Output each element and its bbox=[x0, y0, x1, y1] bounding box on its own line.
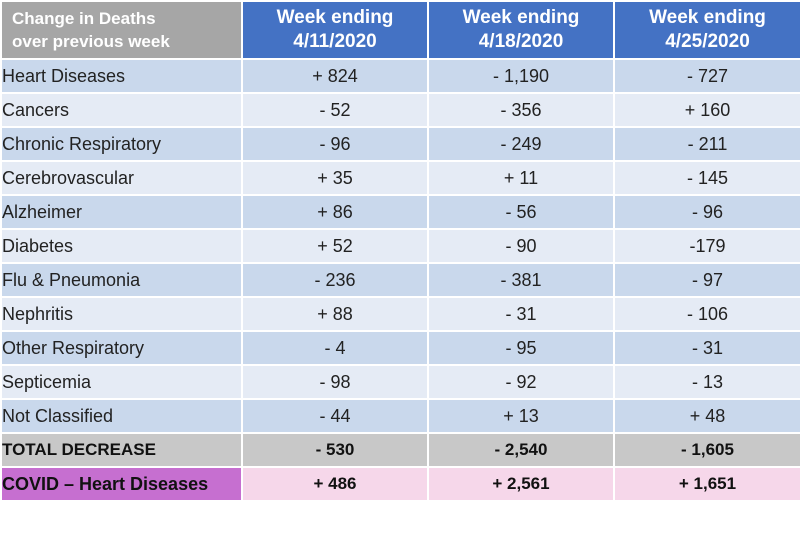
value-cell: + 13 bbox=[427, 398, 615, 434]
value-cell: - 4 bbox=[241, 330, 429, 366]
value-cell: - 92 bbox=[427, 364, 615, 400]
corner-header-line2: over previous week bbox=[12, 32, 170, 51]
deaths-change-table: Change in Deaths over previous week Week… bbox=[0, 0, 800, 502]
week-header-label: Week ending bbox=[276, 7, 394, 28]
value-cell: + 160 bbox=[613, 92, 800, 128]
category-cell: Not Classified bbox=[0, 398, 243, 434]
category-cell: Cancers bbox=[0, 92, 243, 128]
value-cell: - 31 bbox=[427, 296, 615, 332]
value-cell: -179 bbox=[613, 228, 800, 264]
covid-heart-row: COVID – Heart Diseases + 486 + 2,561 + 1… bbox=[0, 466, 800, 502]
covid-value: + 1,651 bbox=[613, 466, 800, 502]
table-row: Septicemia - 98 - 92 - 13 bbox=[0, 364, 800, 400]
value-cell: - 727 bbox=[613, 58, 800, 94]
table-row: Nephritis + 88 - 31 - 106 bbox=[0, 296, 800, 332]
corner-header: Change in Deaths over previous week bbox=[0, 0, 243, 60]
value-cell: - 236 bbox=[241, 262, 429, 298]
value-cell: - 106 bbox=[613, 296, 800, 332]
week-header-label: Week ending bbox=[649, 7, 766, 28]
week-header-date: 4/25/2020 bbox=[665, 31, 750, 52]
value-cell: - 31 bbox=[613, 330, 800, 366]
value-cell: - 98 bbox=[241, 364, 429, 400]
category-cell: Heart Diseases bbox=[0, 58, 243, 94]
table-row: Cancers - 52 - 356 + 160 bbox=[0, 92, 800, 128]
category-cell: Flu & Pneumonia bbox=[0, 262, 243, 298]
covid-value: + 486 bbox=[241, 466, 429, 502]
value-cell: - 13 bbox=[613, 364, 800, 400]
value-cell: - 56 bbox=[427, 194, 615, 230]
table-row: Not Classified - 44 + 13 + 48 bbox=[0, 398, 800, 434]
table-row: Diabetes + 52 - 90 -179 bbox=[0, 228, 800, 264]
value-cell: + 88 bbox=[241, 296, 429, 332]
value-cell: - 95 bbox=[427, 330, 615, 366]
header-row: Change in Deaths over previous week Week… bbox=[0, 0, 800, 60]
value-cell: + 86 bbox=[241, 194, 429, 230]
total-value: - 2,540 bbox=[427, 432, 615, 468]
value-cell: - 44 bbox=[241, 398, 429, 434]
table-row: Heart Diseases + 824 - 1,190 - 727 bbox=[0, 58, 800, 94]
value-cell: + 48 bbox=[613, 398, 800, 434]
covid-label: COVID – Heart Diseases bbox=[0, 466, 243, 502]
category-cell: Chronic Respiratory bbox=[0, 126, 243, 162]
table-row: Flu & Pneumonia - 236 - 381 - 97 bbox=[0, 262, 800, 298]
category-cell: Nephritis bbox=[0, 296, 243, 332]
value-cell: - 96 bbox=[241, 126, 429, 162]
value-cell: - 145 bbox=[613, 160, 800, 196]
week-header-date: 4/11/2020 bbox=[293, 31, 377, 52]
category-cell: Other Respiratory bbox=[0, 330, 243, 366]
table-row: Cerebrovascular + 35 + 11 - 145 bbox=[0, 160, 800, 196]
total-value: - 1,605 bbox=[613, 432, 800, 468]
total-label: TOTAL DECREASE bbox=[0, 432, 243, 468]
table-row: Alzheimer + 86 - 56 - 96 bbox=[0, 194, 800, 230]
week-header-date: 4/18/2020 bbox=[478, 31, 564, 52]
value-cell: + 824 bbox=[241, 58, 429, 94]
value-cell: - 97 bbox=[613, 262, 800, 298]
week-header-3: Week ending 4/25/2020 bbox=[613, 0, 800, 60]
value-cell: - 1,190 bbox=[427, 58, 615, 94]
week-header-label: Week ending bbox=[462, 7, 580, 28]
value-cell: - 90 bbox=[427, 228, 615, 264]
value-cell: - 381 bbox=[427, 262, 615, 298]
category-cell: Septicemia bbox=[0, 364, 243, 400]
week-header-2: Week ending 4/18/2020 bbox=[427, 0, 615, 60]
value-cell: + 35 bbox=[241, 160, 429, 196]
category-cell: Cerebrovascular bbox=[0, 160, 243, 196]
table-row: Other Respiratory - 4 - 95 - 31 bbox=[0, 330, 800, 366]
value-cell: - 249 bbox=[427, 126, 615, 162]
category-cell: Alzheimer bbox=[0, 194, 243, 230]
covid-value: + 2,561 bbox=[427, 466, 615, 502]
value-cell: + 11 bbox=[427, 160, 615, 196]
week-header-1: Week ending 4/11/2020 bbox=[241, 0, 429, 60]
table-row: Chronic Respiratory - 96 - 249 - 211 bbox=[0, 126, 800, 162]
value-cell: - 211 bbox=[613, 126, 800, 162]
category-cell: Diabetes bbox=[0, 228, 243, 264]
value-cell: - 356 bbox=[427, 92, 615, 128]
value-cell: - 96 bbox=[613, 194, 800, 230]
value-cell: - 52 bbox=[241, 92, 429, 128]
total-decrease-row: TOTAL DECREASE - 530 - 2,540 - 1,605 bbox=[0, 432, 800, 468]
total-value: - 530 bbox=[241, 432, 429, 468]
value-cell: + 52 bbox=[241, 228, 429, 264]
corner-header-line1: Change in Deaths bbox=[12, 9, 156, 28]
